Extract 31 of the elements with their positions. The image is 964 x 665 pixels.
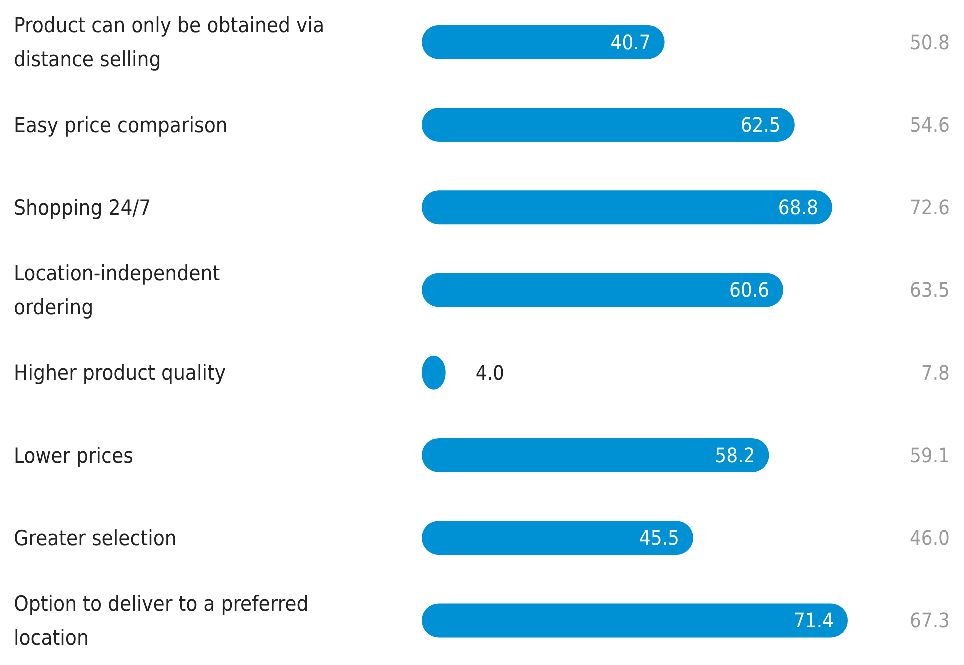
bar [422, 521, 694, 556]
bar [422, 273, 784, 308]
y-tick-label: Greater selection [14, 526, 177, 550]
text: 63.5 [910, 278, 950, 302]
y-tick-label: Higher product quality [14, 361, 226, 386]
data-label: 4.0 [476, 360, 504, 385]
text: 54.6 [910, 112, 950, 137]
data-label: 45.5 [639, 526, 680, 550]
data-label: 40.7 [610, 30, 651, 54]
bar [422, 438, 770, 472]
text: 7.8 [921, 360, 950, 385]
bar [422, 108, 795, 142]
bar [422, 25, 665, 60]
y-tick-label: Location-independent ordering [14, 262, 220, 320]
y-tick-label: Product can only be obtained via distance selling [14, 14, 325, 72]
data-label: 71.4 [794, 608, 834, 633]
text: 46.0 [910, 526, 950, 550]
data-label: 68.8 [778, 196, 818, 220]
text: 59.1 [910, 443, 950, 468]
text: 67.3 [910, 608, 950, 633]
text: 72.6 [910, 196, 950, 220]
text: 50.8 [910, 30, 950, 54]
bar [422, 604, 848, 638]
data-label: 62.5 [740, 112, 781, 137]
data-label: 58.2 [715, 443, 756, 468]
bar [422, 190, 832, 225]
y-tick-label: Lower prices [14, 444, 134, 468]
y-tick-label: Option to deliver to a preferred location [14, 592, 309, 650]
y-tick-label: Easy price comparison [14, 113, 228, 138]
y-tick-label: Shopping 24/7 [14, 196, 152, 220]
data-label: 60.6 [730, 278, 770, 302]
